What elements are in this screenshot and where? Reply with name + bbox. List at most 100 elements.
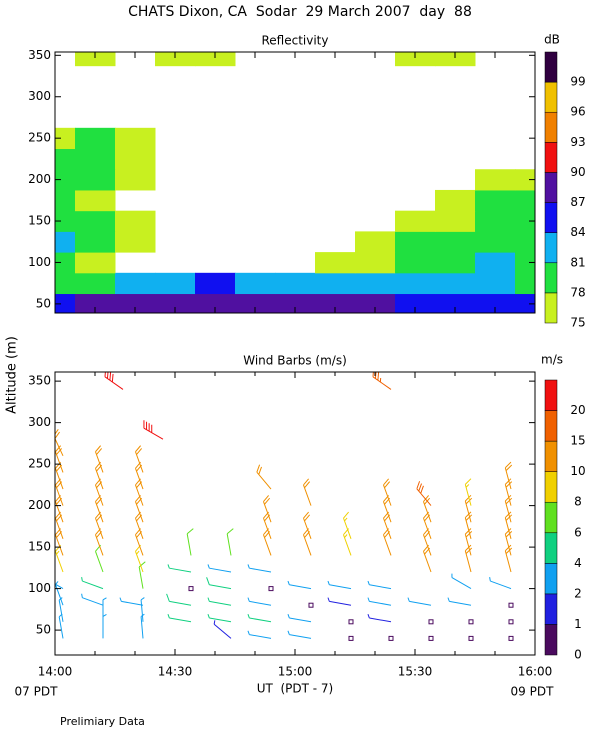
heat-cell [75, 272, 116, 295]
page-title: CHATS Dixon, CA Sodar 29 March 2007 day … [128, 4, 472, 20]
colorbar-label: 90 [570, 165, 585, 179]
wind-barb [213, 620, 232, 639]
y-tick-label: 100 [28, 581, 51, 595]
wind-barb [104, 372, 124, 390]
wind-barb [327, 597, 352, 606]
heat-cell [195, 293, 236, 313]
heat-cell [395, 210, 436, 232]
wind-barb [207, 614, 232, 623]
colorbar-unit: dB [544, 33, 560, 47]
colorbar-segment [544, 111, 558, 143]
wind-barb [55, 583, 64, 590]
heat-cell [355, 231, 396, 253]
plot-area [55, 52, 535, 313]
calm-marker [428, 619, 434, 625]
heat-cell [515, 272, 535, 295]
wind-barb [247, 597, 272, 606]
calm-marker [188, 586, 194, 592]
y-tick-label: 150 [28, 540, 51, 554]
heat-cell [55, 148, 76, 170]
wind-barb [451, 573, 472, 590]
calm-marker [428, 635, 434, 641]
heat-cell [115, 127, 156, 150]
x-tick-label: 16:00 [518, 665, 553, 679]
heat-cell [395, 52, 436, 67]
heat-cell [315, 252, 356, 274]
colorbar-label: 75 [570, 316, 585, 330]
wind-barb [256, 464, 272, 490]
colorbar-segment [544, 379, 558, 411]
wind-barb [504, 544, 513, 573]
heat-cell [75, 231, 116, 253]
colorbar-label: 15 [570, 434, 585, 448]
heat-cell [115, 231, 156, 253]
calm-marker [268, 586, 274, 592]
y-tick-label: 200 [28, 172, 51, 186]
colorbar-label: 93 [570, 135, 585, 149]
wind-barb [367, 614, 392, 623]
heat-cell [115, 272, 156, 295]
wind-barb [138, 561, 146, 589]
heat-cell [55, 293, 76, 313]
wind-barb [464, 544, 473, 573]
wind-barb [95, 445, 104, 473]
panel-title: Reflectivity [261, 34, 328, 48]
wind-barb [287, 630, 312, 639]
heat-cell [435, 293, 476, 313]
heat-cell [355, 293, 396, 313]
heat-cell [155, 293, 196, 313]
x-tick-label: 15:00 [278, 665, 313, 679]
y-tick-label: 250 [28, 457, 51, 471]
colorbar-label: 8 [574, 495, 582, 509]
heat-cell [475, 293, 516, 313]
calm-marker [468, 619, 474, 625]
wind-barb [367, 580, 392, 590]
heat-cell [55, 272, 76, 295]
wind-barb [504, 528, 513, 556]
wind-barb [464, 478, 472, 506]
panel-title: Wind Barbs (m/s) [243, 354, 347, 368]
wind-barb [81, 593, 104, 606]
heat-cell [475, 272, 516, 295]
heat-cell [235, 272, 276, 295]
heat-cell [75, 189, 116, 212]
wind-barb [287, 614, 312, 623]
colorbar-segment [544, 593, 558, 625]
wind-barb [327, 580, 352, 590]
y-tick-label: 350 [28, 374, 51, 388]
colorbar-segment [544, 532, 558, 564]
heat-cell [155, 272, 196, 295]
heat-cell [435, 210, 476, 232]
heat-cell [315, 272, 356, 295]
colorbar-label: 10 [570, 464, 585, 478]
wind-barb [464, 528, 473, 556]
heat-cell [75, 52, 116, 67]
wind-barb [504, 511, 513, 539]
y-tick-label: 350 [28, 48, 51, 62]
wind-barb [287, 580, 312, 590]
note: Prelimiary Data [60, 715, 145, 728]
heat-cell [395, 293, 436, 313]
wind-barb [407, 597, 432, 606]
heat-cell [475, 189, 516, 212]
colorbar-label: 78 [570, 285, 585, 299]
wind-barb [489, 577, 512, 590]
colorbar-segment [544, 501, 558, 534]
calm-marker [388, 635, 394, 641]
wind-barb [186, 528, 194, 556]
colorbar-segment [544, 624, 558, 656]
heat-cell [515, 210, 535, 232]
heat-cell [55, 169, 76, 191]
heat-cell [55, 189, 76, 212]
y-axis-label: Altitude (m) [5, 336, 20, 414]
colorbar-label: 2 [574, 586, 582, 600]
calm-marker [468, 635, 474, 641]
heat-cell [395, 252, 436, 274]
x-axis-label: UT (PDT - 7) [257, 682, 334, 696]
wind-barb [367, 597, 392, 606]
heat-cell [55, 231, 76, 253]
wind-barb [140, 597, 145, 622]
calm-marker [348, 619, 354, 625]
